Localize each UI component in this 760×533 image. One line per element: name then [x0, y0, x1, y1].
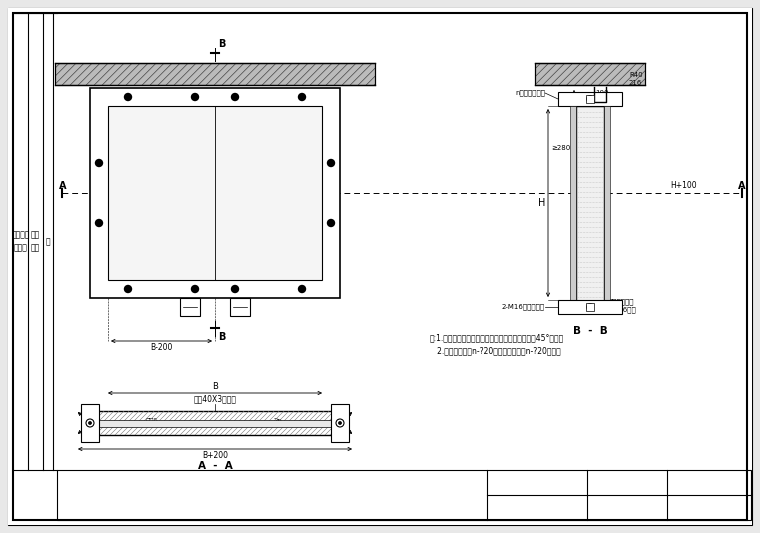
Bar: [108, 106, 322, 280]
Text: 图: 图: [46, 237, 50, 246]
Text: H: H: [537, 198, 545, 208]
Circle shape: [232, 286, 239, 293]
Circle shape: [299, 286, 306, 293]
Circle shape: [89, 422, 91, 424]
Circle shape: [232, 93, 239, 101]
Text: 100: 100: [595, 90, 609, 96]
Text: 厚度δ: 厚度δ: [146, 418, 159, 424]
Text: H+100: H+100: [670, 181, 697, 190]
Circle shape: [328, 220, 334, 227]
Circle shape: [336, 419, 344, 427]
Bar: [230, 298, 250, 316]
Text: n个圆柱头螺母: n个圆柱头螺母: [515, 90, 545, 96]
Text: 图名: 图名: [87, 474, 97, 483]
Text: 2.封堵板上的螺n-?20孔与打板上的螺n-?20吻合。: 2.封堵板上的螺n-?20孔与打板上的螺n-?20吻合。: [430, 346, 561, 355]
Bar: [90, 88, 340, 298]
Text: A: A: [59, 181, 67, 191]
Text: ≥280: ≥280: [552, 145, 571, 151]
Text: 入M16螺栓: 入M16螺栓: [609, 306, 637, 313]
Text: B+200: B+200: [202, 451, 228, 460]
Text: 216: 216: [629, 80, 642, 86]
Text: B: B: [212, 382, 218, 391]
Circle shape: [192, 93, 198, 101]
Text: 防护密闭
封堵板: 防护密闭 封堵板: [11, 231, 30, 252]
Circle shape: [192, 286, 198, 293]
Bar: [558, 92, 622, 106]
Text: B: B: [218, 332, 226, 342]
Circle shape: [339, 422, 341, 424]
Circle shape: [125, 286, 131, 293]
Text: 截面40X3橡胶垫: 截面40X3橡胶垫: [194, 394, 236, 403]
Bar: [90, 411, 340, 435]
Circle shape: [299, 93, 306, 101]
Bar: [92, 419, 338, 426]
Text: B: B: [218, 39, 226, 49]
Bar: [558, 300, 622, 314]
Text: A  -  A: A - A: [198, 461, 233, 471]
Bar: [180, 298, 200, 316]
Text: G-17: G-17: [614, 503, 640, 513]
Circle shape: [328, 159, 334, 166]
Text: zhulong.com: zhulong.com: [517, 509, 557, 514]
Text: 2n: 2n: [273, 418, 282, 424]
Bar: [604, 106, 610, 300]
Bar: [586, 95, 594, 103]
Bar: [576, 106, 604, 304]
Circle shape: [86, 419, 94, 427]
Bar: [535, 63, 645, 85]
Circle shape: [96, 220, 103, 227]
Text: B  -  B: B - B: [572, 326, 607, 336]
Bar: [81, 404, 99, 442]
Circle shape: [587, 303, 594, 311]
Text: 图案号: 图案号: [530, 479, 544, 488]
Bar: [570, 106, 576, 300]
Text: A: A: [737, 181, 745, 191]
Circle shape: [96, 159, 103, 166]
Text: 风口防护密闭封堵板: 风口防护密闭封堵板: [238, 496, 306, 508]
Circle shape: [125, 93, 131, 101]
Text: 108: 108: [598, 96, 610, 101]
Circle shape: [587, 95, 594, 102]
Bar: [586, 303, 594, 311]
Text: 安装钢板直焊: 安装钢板直焊: [609, 298, 635, 305]
Text: R40: R40: [629, 72, 643, 78]
Bar: [55, 63, 375, 85]
Text: 安装
说明: 安装 说明: [31, 231, 40, 252]
Text: B-200: B-200: [150, 343, 173, 352]
Text: 2-M16圆柱头螺母: 2-M16圆柱头螺母: [502, 304, 545, 310]
Bar: [331, 404, 349, 442]
Text: 108: 108: [598, 304, 610, 310]
Text: 注:1.橡胶垫与封堵板四周接触，橡胶垫接头处采用45°拼接。: 注:1.橡胶垫与封堵板四周接触，橡胶垫接头处采用45°拼接。: [430, 333, 564, 342]
Text: 页次: 页次: [622, 479, 632, 488]
Bar: [57, 470, 751, 520]
